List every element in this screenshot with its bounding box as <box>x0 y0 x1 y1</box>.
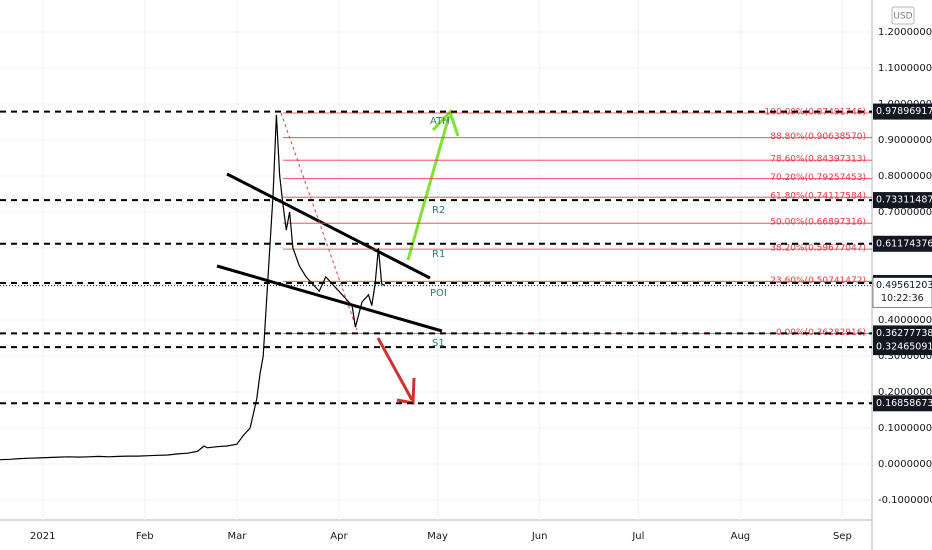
x-tick-label: Aug <box>731 531 751 542</box>
price-level-label: 0.97896917 <box>876 106 932 117</box>
fib-label: 70.20%(0.79257453) <box>770 173 866 183</box>
price-level-label: 0.73311487 <box>876 195 932 206</box>
fib-label: 61.80%(0.74117584) <box>770 192 866 202</box>
fib-label: 50.00%(0.66897316) <box>770 218 866 228</box>
fib-label: 0.00%(0.36282916) <box>776 328 866 338</box>
green-arrow <box>406 109 460 261</box>
x-tick-label: Jun <box>531 531 548 542</box>
fib-label: 38.20%(0.59677047) <box>770 244 866 254</box>
x-tick-label: May <box>427 531 448 542</box>
price-level-box <box>873 325 932 342</box>
price-level-label: 0.61174376 <box>876 238 932 249</box>
current-price-box <box>872 277 932 308</box>
annotation: ATH <box>430 116 450 127</box>
currency-box[interactable] <box>891 6 915 25</box>
currency: USD <box>893 12 912 22</box>
wedge-lower <box>216 264 443 333</box>
annotation: POI <box>430 288 447 299</box>
annotation: R1 <box>432 249 445 260</box>
price-line <box>0 114 386 461</box>
price-level-box <box>873 395 932 412</box>
x-tick-label: 2021 <box>30 531 55 542</box>
price-level-box <box>873 192 932 209</box>
x-tick-label: Feb <box>136 531 154 542</box>
price-level-label: 0.36277738 <box>876 328 932 339</box>
y-tick-label: 0.90000000 <box>878 135 932 146</box>
fib-label: 88.80%(0.90638570) <box>770 132 866 142</box>
x-tick-label: Apr <box>330 531 348 542</box>
x-tick-label: Sep <box>833 531 852 542</box>
price-level-box <box>873 339 932 356</box>
annotation: S1 <box>432 338 445 349</box>
x-tick-label: Mar <box>227 531 247 542</box>
countdown: 10:22:36 <box>881 293 924 304</box>
current-price-label: 0.49561203 <box>876 280 932 291</box>
red-arrow <box>376 337 416 405</box>
price-level-box <box>873 235 932 252</box>
price-level-label: 0.32465091 <box>876 342 932 353</box>
annotation: R2 <box>432 205 445 216</box>
wedge-upper <box>226 172 431 280</box>
price-level-box <box>873 103 932 120</box>
price-level-label: 0.16858673 <box>876 398 932 409</box>
x-tick-label: Jul <box>631 531 644 542</box>
fib-label: 23.60%(0.50741472) <box>770 276 866 286</box>
fib-diagonal <box>280 112 358 331</box>
fib-label: 78.60%(0.84397313) <box>770 155 866 165</box>
